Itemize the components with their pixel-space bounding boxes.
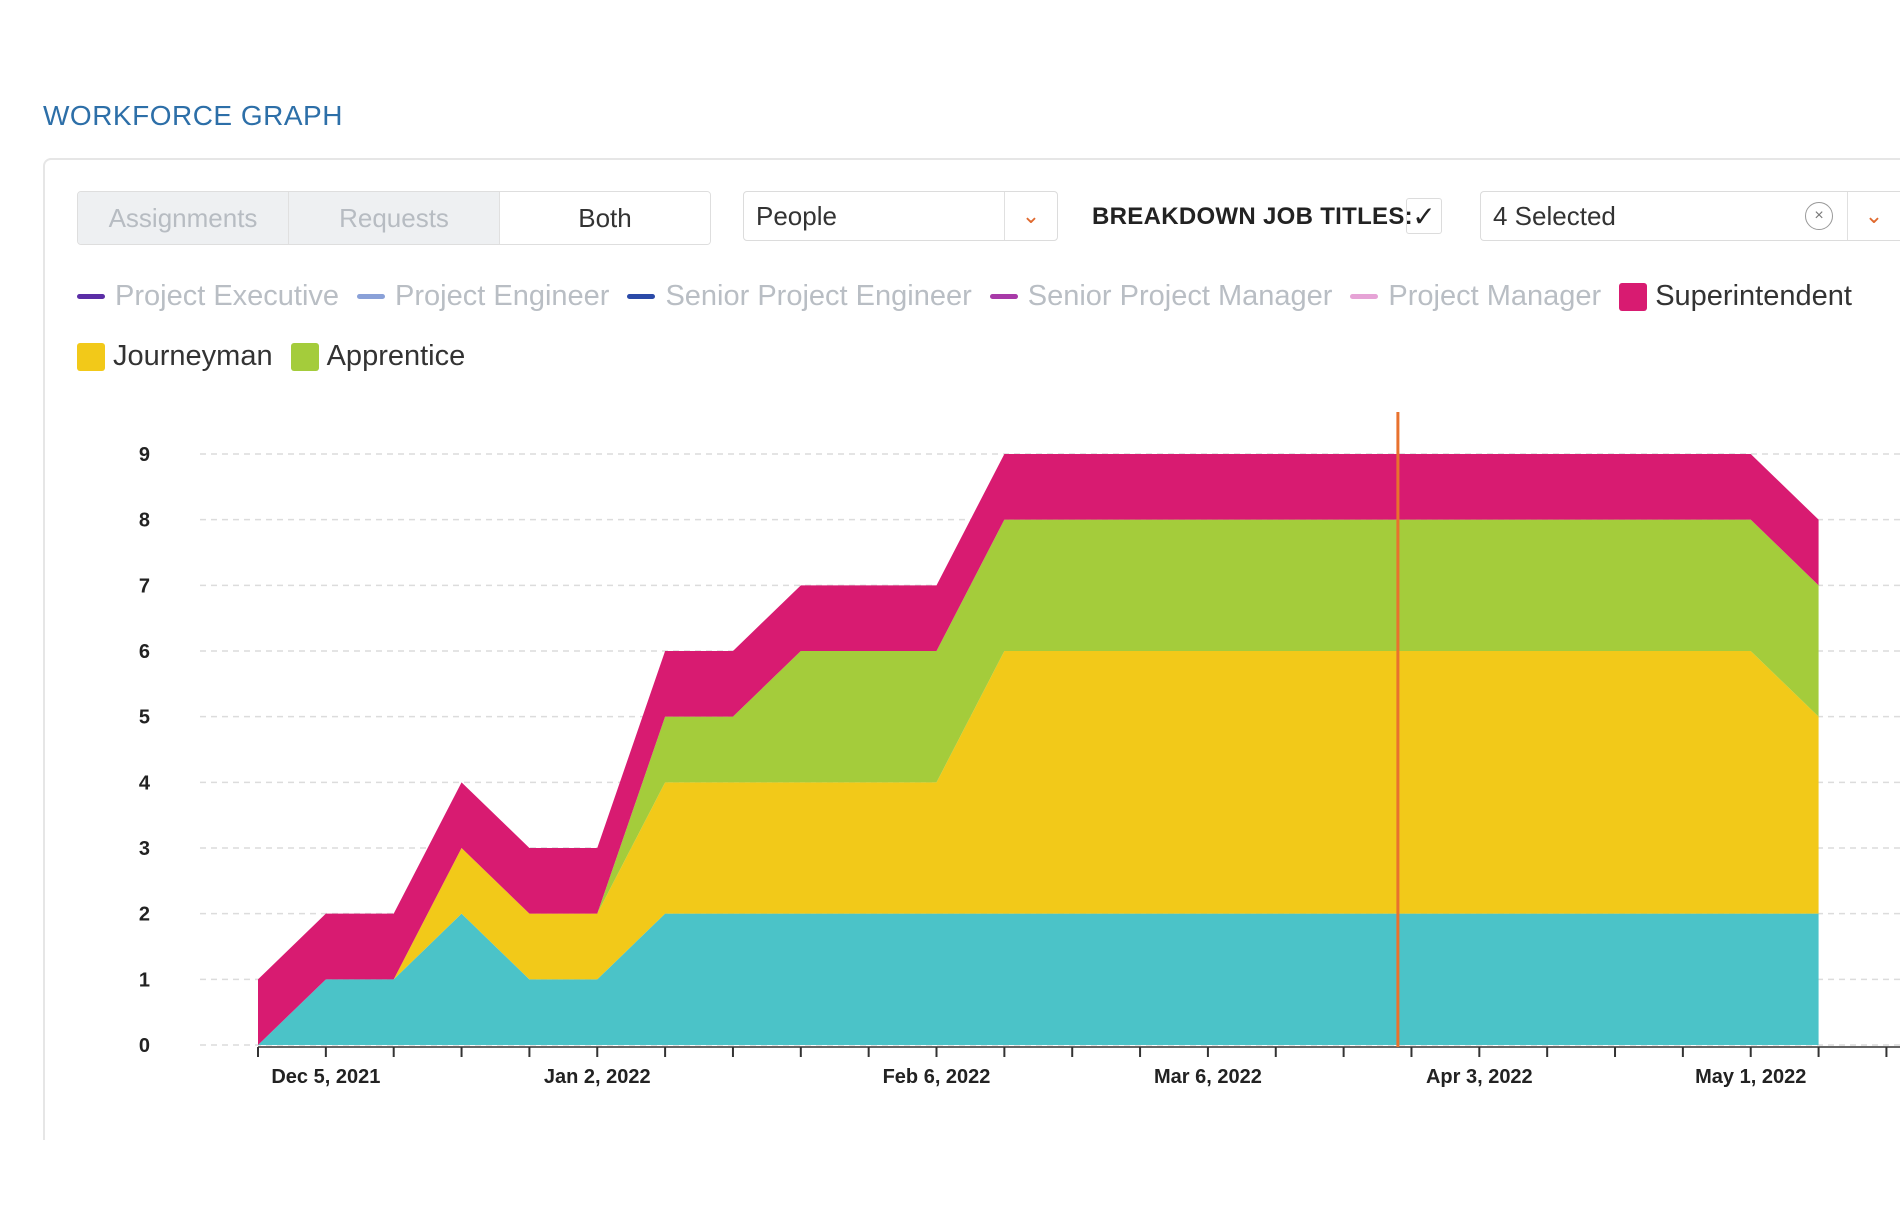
area-apprentice [258,519,1819,1045]
legend-item-project-manager[interactable]: Project Manager [1350,280,1601,313]
job-titles-select-value: 4 Selected [1493,200,1616,231]
legend-label: Project Engineer [395,280,610,312]
x-tick-label: May 1, 2022 [1695,1066,1806,1088]
chevron-down-icon[interactable]: ⌄ [1021,203,1041,228]
toggle-requests[interactable]: Requests [289,192,500,244]
toggle-both[interactable]: Both [500,192,710,244]
area-superintendent [258,454,1819,1045]
y-tick-label: 4 [139,772,151,794]
y-tick-label: 2 [139,904,150,926]
unit-select[interactable]: People ⌄ [743,191,1058,241]
chevron-down-icon[interactable]: ⌄ [1864,203,1884,228]
unit-select-value: People [756,200,837,231]
legend-line-icon [357,294,386,299]
area-base [258,913,1819,1045]
y-tick-label: 1 [139,969,150,991]
toggle-assignments[interactable]: Assignments [78,192,289,244]
y-tick-label: 8 [139,510,150,532]
x-tick-label: Mar 6, 2022 [1154,1066,1262,1088]
select-divider [1847,192,1848,240]
legend-item-journeyman[interactable]: Journeyman [77,340,273,373]
legend-row-1: Project Executive Project Engineer Senio… [77,280,1870,313]
view-toggle: Assignments Requests Both [77,191,711,245]
y-tick-label: 7 [139,575,150,597]
legend-item-project-executive[interactable]: Project Executive [77,280,339,313]
legend-item-senior-project-engineer[interactable]: Senior Project Engineer [627,280,972,313]
legend-item-project-engineer[interactable]: Project Engineer [357,280,609,313]
legend-line-icon [1350,294,1379,299]
job-titles-select[interactable]: 4 Selected × ⌄ [1480,191,1900,241]
legend-line-icon [627,294,656,299]
legend-line-icon [77,294,105,299]
x-tick-label: Jan 2, 2022 [544,1066,651,1088]
legend-line-icon [989,294,1018,299]
y-tick-label: 3 [139,838,150,860]
legend-item-apprentice[interactable]: Apprentice [290,340,466,373]
legend-label: Senior Project Engineer [665,280,972,312]
legend-box-icon [1619,282,1648,311]
legend-row-2: Journeyman Apprentice [77,340,483,373]
y-tick-label: 6 [139,641,150,663]
legend-label: Senior Project Manager [1027,280,1333,312]
x-tick-label: Feb 6, 2022 [883,1066,991,1088]
y-tick-label: 0 [139,1035,150,1057]
x-tick-label: Apr 3, 2022 [1426,1066,1533,1088]
legend-label: Project Manager [1388,280,1602,312]
legend-label: Journeyman [113,340,273,372]
select-divider [1004,192,1005,240]
legend-label: Superintendent [1655,280,1852,312]
legend-label: Project Executive [115,280,340,312]
breakdown-checkbox[interactable]: ✓ [1406,198,1442,234]
legend-item-superintendent[interactable]: Superintendent [1619,280,1852,313]
legend-box-icon [290,342,319,371]
legend-label: Apprentice [326,340,466,372]
legend-item-senior-project-manager[interactable]: Senior Project Manager [989,280,1333,313]
clear-icon[interactable]: × [1805,202,1833,230]
area-journeyman [258,651,1819,1045]
x-tick-label: Dec 5, 2021 [271,1066,380,1088]
y-tick-label: 5 [139,707,150,729]
y-tick-label: 9 [139,444,150,466]
breakdown-job-titles-label: BREAKDOWN JOB TITLES: [1092,203,1413,230]
legend-box-icon [77,342,105,371]
page-title: WORKFORCE GRAPH [43,100,343,131]
